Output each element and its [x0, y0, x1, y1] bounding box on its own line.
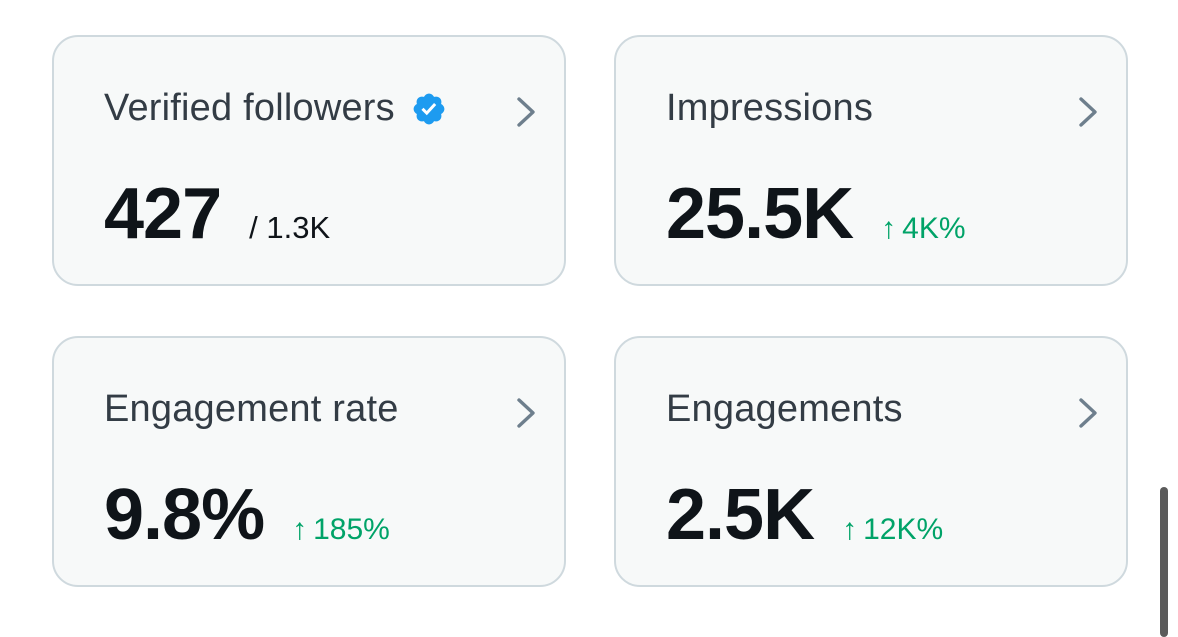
card-title: Impressions — [666, 87, 873, 130]
card-title: Verified followers — [104, 87, 447, 130]
arrow-up-icon: ↑ — [842, 513, 858, 546]
card-title: Engagements — [666, 388, 903, 431]
engagement-rate-label: Engagement rate — [104, 388, 399, 430]
chevron-right-icon[interactable] — [512, 396, 540, 430]
total-followers-value: / 1.3K — [249, 210, 331, 245]
verified-followers-label: Verified followers — [104, 87, 395, 129]
chevron-right-icon[interactable] — [1074, 396, 1102, 430]
engagements-label: Engagements — [666, 388, 903, 430]
engagement-rate-card[interactable]: Engagement rate 9.8% ↑ 185% — [52, 336, 566, 587]
impressions-value: 25.5K — [666, 174, 854, 254]
verified-followers-card[interactable]: Verified followers 427 / 1.3K — [52, 35, 566, 286]
impressions-label: Impressions — [666, 87, 874, 129]
value-row: 9.8% ↑ 185% — [104, 474, 390, 556]
engagement-rate-delta-value: 185% — [313, 513, 390, 546]
engagement-rate-delta: ↑ 185% — [292, 513, 390, 547]
impressions-delta-value: 4K% — [902, 212, 966, 245]
chevron-right-icon[interactable] — [1074, 95, 1102, 129]
engagements-delta: ↑ 12K% — [842, 513, 943, 547]
impressions-card[interactable]: Impressions 25.5K ↑ 4K% — [614, 35, 1128, 286]
card-title: Engagement rate — [104, 388, 399, 431]
engagements-delta-value: 12K% — [863, 513, 944, 546]
verified-badge-icon — [413, 93, 445, 124]
arrow-up-icon: ↑ — [881, 212, 897, 245]
value-row: 25.5K ↑ 4K% — [666, 173, 966, 255]
engagements-card[interactable]: Engagements 2.5K ↑ 12K% — [614, 336, 1128, 587]
engagement-rate-value: 9.8% — [104, 475, 265, 555]
verified-followers-value: 427 — [104, 174, 222, 254]
engagements-value: 2.5K — [666, 475, 815, 555]
chevron-right-icon[interactable] — [512, 95, 540, 129]
impressions-delta: ↑ 4K% — [881, 212, 965, 246]
arrow-up-icon: ↑ — [292, 513, 308, 546]
scrollbar[interactable] — [1160, 487, 1168, 637]
value-row: 427 / 1.3K — [104, 173, 330, 255]
value-row: 2.5K ↑ 12K% — [666, 474, 943, 556]
